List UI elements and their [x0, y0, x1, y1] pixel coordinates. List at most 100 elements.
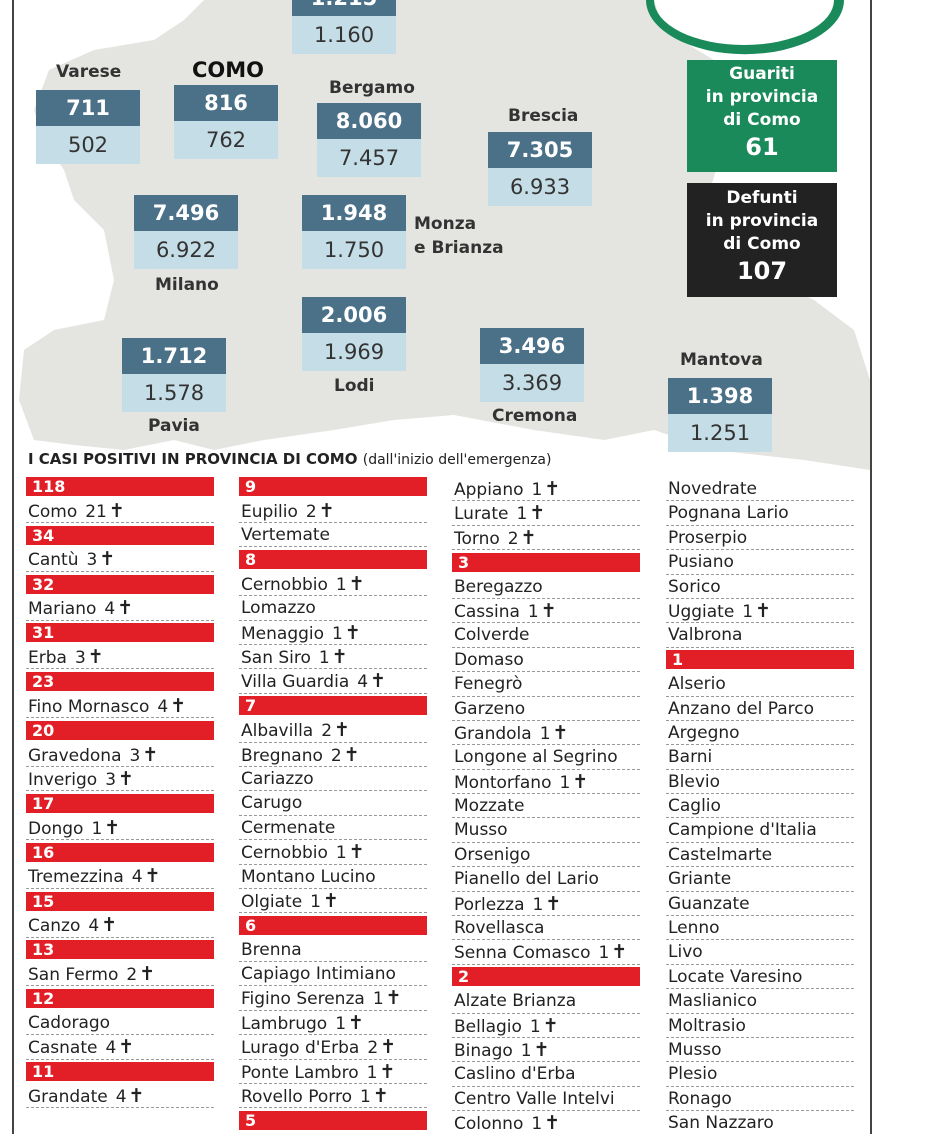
deaths-number: 1 — [527, 601, 539, 622]
province-name-brescia: Brescia — [508, 106, 579, 126]
case-count-header: 1 — [666, 650, 854, 670]
case-count-header: 15 — [26, 891, 214, 911]
deaths-count: 2 ✝ — [321, 719, 350, 741]
deaths-number: 1 — [372, 989, 384, 1010]
deaths-count: 2 ✝ — [331, 744, 360, 766]
municipality-row: San Siro 1 ✝ — [239, 645, 427, 670]
deaths-number: 1 — [531, 1114, 543, 1134]
municipality-row: Orsenigo — [452, 843, 640, 868]
municipality-row: Eupilio 2 ✝ — [239, 499, 427, 524]
case-count-header: 5 — [239, 1111, 427, 1131]
deaths-count: 2 ✝ — [367, 1036, 397, 1059]
municipality-row: Longone al Segrino — [452, 745, 640, 770]
municipality-name: Rovellasca — [454, 918, 545, 939]
municipality-name: Guanzate — [668, 893, 750, 914]
municipality-row: Centro Valle Intelvi — [452, 1087, 640, 1112]
deaths-count: 1 ✝ — [520, 1039, 550, 1061]
deaths-count: 1 ✝ — [530, 1015, 559, 1037]
municipality-name: Moltrasio — [668, 1015, 746, 1036]
deaths-count: 1 ✝ — [91, 817, 120, 839]
municipality-row: Alzate Brianza — [452, 989, 640, 1014]
municipality-row: Senna Comasco 1 ✝ — [452, 940, 640, 965]
municipality-name: Ronago — [668, 1088, 732, 1109]
province-total: 1.712 — [122, 338, 226, 374]
recovered-label: Guariti — [729, 64, 795, 84]
deaths-number: 1 — [539, 723, 551, 744]
province-box-bergamo: 8.060 7.457 — [317, 103, 421, 177]
cross-icon: ✝ — [552, 721, 569, 744]
deaths-number: 1 — [520, 1040, 532, 1061]
municipality-row: Livo — [666, 940, 854, 965]
municipality-name: Rovello Porro — [241, 1087, 352, 1108]
deaths-number: 1 — [359, 1087, 371, 1108]
municipality-name: Locate Varesino — [668, 966, 803, 987]
municipality-name: Mozzate — [454, 796, 525, 817]
municipality-name: San Siro — [241, 648, 311, 669]
municipality-row: Bellagio 1 ✝ — [452, 1014, 640, 1038]
deaths-count: 2 ✝ — [306, 500, 335, 522]
cross-icon: ✝ — [370, 670, 386, 693]
province-box-varese: 711 502 — [36, 90, 140, 164]
municipality-name: Gravedona — [28, 745, 122, 766]
municipality-row: Dongo 1 ✝ — [26, 816, 214, 841]
municipality-name: Campione d'Italia — [668, 820, 817, 841]
municipality-name: Alzate Brianza — [454, 991, 577, 1012]
province-active: 1.251 — [668, 414, 772, 452]
cross-icon: ✝ — [755, 599, 772, 622]
cross-icon: ✝ — [380, 1036, 397, 1059]
municipality-row: Garzeno — [452, 697, 640, 721]
case-count-header: 11 — [26, 1062, 214, 1082]
case-count-header: 3 — [452, 552, 640, 572]
municipality-row: Rovello Porro 1 ✝ — [239, 1084, 427, 1109]
municipality-row: Plesio — [666, 1062, 854, 1087]
deceased-label: Defunti — [726, 188, 798, 208]
municipality-row: Pusiano — [666, 550, 854, 575]
deaths-count: 1 ✝ — [527, 599, 557, 622]
deaths-count: 3 ✝ — [75, 646, 104, 668]
cross-icon: ✝ — [144, 865, 161, 888]
municipality-name: Casnate — [28, 1038, 98, 1059]
cross-icon: ✝ — [348, 1011, 364, 1034]
municipality-row: Torno 2 ✝ — [452, 526, 640, 551]
cross-icon: ✝ — [540, 599, 557, 622]
case-count-header: 7 — [239, 696, 427, 716]
municipality-name: Mariano — [28, 599, 97, 620]
municipality-row: Moltrasio — [666, 1014, 854, 1038]
municipality-row: Cermenate — [239, 816, 427, 841]
cross-icon: ✝ — [529, 502, 546, 525]
municipality-row: Caglio — [666, 794, 854, 819]
province-box-pavia: 1.712 1.578 — [122, 338, 226, 412]
municipality-name: Dongo — [28, 818, 84, 839]
deaths-number: 4 — [88, 916, 100, 937]
municipality-name: Pianello del Lario — [454, 869, 599, 890]
municipality-row: Lurago d'Erba 2 ✝ — [239, 1035, 427, 1060]
municipality-row: Ronago — [666, 1087, 854, 1112]
deaths-count: 4 ✝ — [105, 1036, 134, 1058]
municipality-name: Capiago Intimiano — [241, 964, 396, 985]
municipality-name: Inverigo — [28, 769, 98, 790]
recovered-count: 61 — [745, 133, 779, 161]
municipality-name: Montorfano — [454, 772, 552, 793]
deaths-number: 1 — [335, 1013, 347, 1034]
municipality-name: Figino Serenza — [241, 989, 365, 1010]
municipality-name: Cernobbio — [241, 843, 328, 864]
province-name-milano: Milano — [155, 275, 219, 295]
province-box-unnamed: 1.215 1.160 — [292, 0, 396, 54]
deaths-count: 1 ✝ — [372, 987, 402, 1010]
deaths-count: 1 ✝ — [310, 890, 339, 912]
province-total: 8.060 — [317, 103, 421, 139]
municipality-name: Domaso — [454, 649, 524, 670]
municipality-name: Castelmarte — [668, 844, 773, 865]
deaths-count: 21 ✝ — [85, 500, 125, 522]
cross-icon: ✝ — [348, 841, 365, 864]
province-box-mantova: 1.398 1.251 — [668, 378, 772, 452]
municipality-name: Maslianico — [668, 991, 758, 1012]
deaths-number: 1 — [318, 648, 330, 669]
cross-icon: ✝ — [520, 526, 537, 549]
municipality-name: Lomazzo — [241, 598, 316, 619]
province-total: 1.948 — [302, 195, 406, 231]
province-total: 2.006 — [302, 297, 406, 333]
municipality-row: Montorfano 1 ✝ — [452, 770, 640, 795]
municipality-row: Mozzate — [452, 794, 640, 819]
deaths-number: 3 — [86, 550, 98, 571]
